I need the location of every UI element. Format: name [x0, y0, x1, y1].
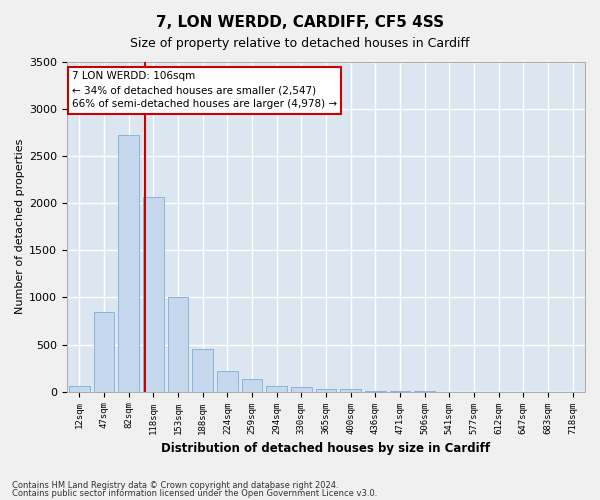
Text: 7, LON WERDD, CARDIFF, CF5 4SS: 7, LON WERDD, CARDIFF, CF5 4SS	[156, 15, 444, 30]
Bar	[118, 135, 139, 392]
Bar	[192, 349, 213, 392]
X-axis label: Distribution of detached houses by size in Cardiff: Distribution of detached houses by size …	[161, 442, 491, 455]
Text: Size of property relative to detached houses in Cardiff: Size of property relative to detached ho…	[130, 38, 470, 51]
Bar	[217, 371, 238, 392]
Text: Contains public sector information licensed under the Open Government Licence v3: Contains public sector information licen…	[12, 489, 377, 498]
Bar	[167, 298, 188, 392]
Bar	[316, 389, 337, 392]
Bar	[365, 391, 386, 392]
Bar	[266, 386, 287, 392]
Bar	[94, 312, 115, 392]
Bar	[242, 380, 262, 392]
Bar	[340, 390, 361, 392]
Text: Contains HM Land Registry data © Crown copyright and database right 2024.: Contains HM Land Registry data © Crown c…	[12, 480, 338, 490]
Bar	[69, 386, 90, 392]
Bar	[291, 387, 312, 392]
Y-axis label: Number of detached properties: Number of detached properties	[15, 139, 25, 314]
Text: 7 LON WERDD: 106sqm
← 34% of detached houses are smaller (2,547)
66% of semi-det: 7 LON WERDD: 106sqm ← 34% of detached ho…	[72, 72, 337, 110]
Bar	[143, 198, 164, 392]
